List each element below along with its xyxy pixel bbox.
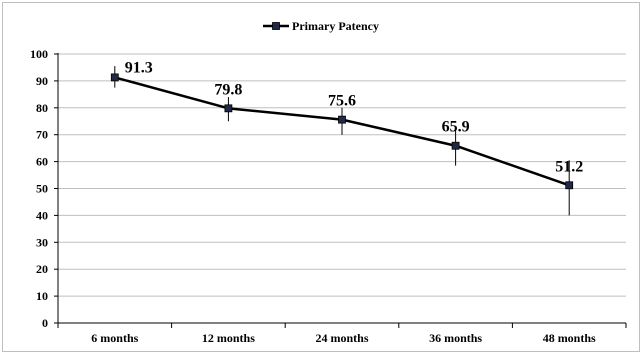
data-label: 79.8: [214, 81, 242, 98]
data-marker: [110, 73, 119, 82]
y-tick-label: 50: [36, 182, 48, 196]
x-axis-ticks: 6 months 12 months 24 months 36 months 48 mo…: [57, 323, 627, 345]
data-label: 75.6: [328, 93, 356, 110]
data-label: 51.2: [555, 158, 583, 175]
data-markers: [110, 73, 574, 190]
y-tick-label: 70: [36, 128, 48, 142]
y-tick-label: 10: [36, 289, 48, 303]
error-bars: [114, 66, 570, 216]
chart-container: 0 10 20 30 40 50 60 70 80 90 100 6 months 12 months…: [2, 2, 640, 352]
y-axis-ticks: 0 10 20 30 40 50 60 70 80 90 100: [30, 47, 58, 330]
y-tick-label: 20: [36, 262, 48, 276]
line-chart: 0 10 20 30 40 50 60 70 80 90 100 6 months 12 months…: [30, 19, 627, 345]
y-tick-label: 60: [36, 155, 48, 169]
data-marker: [451, 141, 460, 150]
x-tick-label: 24 months: [315, 331, 368, 345]
x-tick-label: 36 months: [429, 331, 482, 345]
data-marker: [224, 104, 233, 113]
data-marker: [338, 115, 346, 124]
y-tick-label: 30: [36, 235, 48, 249]
legend-marker-swatch: [272, 22, 280, 30]
y-tick-label: 100: [30, 47, 48, 61]
y-tick-label: 90: [36, 74, 48, 88]
data-label: 91.3: [125, 59, 153, 76]
y-tick-label: 80: [36, 101, 48, 115]
y-tick-label: 0: [42, 316, 48, 330]
gridlines: [58, 53, 626, 297]
legend-label: Primary Patency: [292, 19, 379, 33]
data-marker: [565, 181, 574, 190]
legend: Primary Patency: [263, 19, 379, 33]
y-tick-label: 40: [36, 208, 48, 222]
x-tick-label: 48 months: [543, 331, 596, 345]
data-labels: 91.3 79.8 75.6 65.9 51.2: [125, 59, 583, 175]
x-tick-label: 6 months: [91, 331, 138, 345]
data-label: 65.9: [442, 119, 470, 136]
x-tick-label: 12 months: [202, 331, 255, 345]
